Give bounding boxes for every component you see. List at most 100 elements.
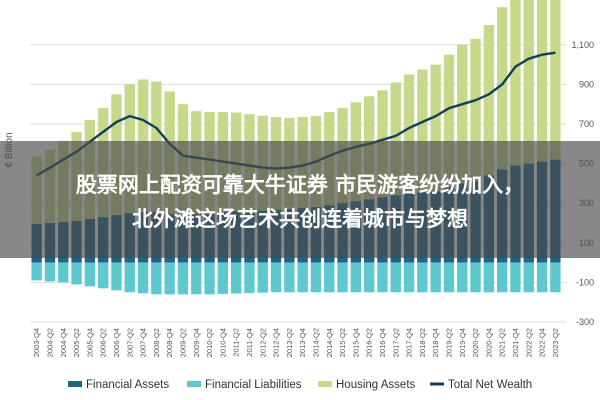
financial-liabilities-bar: [390, 262, 401, 293]
x-tick-label: 2021-Q2: [498, 328, 507, 357]
x-tick-label: 2006-Q2: [99, 328, 108, 357]
y-tick-label: 1,100: [571, 40, 594, 50]
financial-liabilities-bar: [430, 262, 441, 293]
financial-liabilities-bar: [483, 262, 495, 293]
financial-liabilities-bar: [403, 262, 415, 293]
financial-liabilities-bar: [417, 262, 428, 293]
financial-liabilities-bar: [470, 262, 481, 293]
legend-swatch-total-net-wealth: [430, 382, 444, 386]
financial-liabilities-bar: [377, 262, 388, 293]
financial-liabilities-bar: [350, 262, 362, 293]
housing-assets-bar: [430, 64, 441, 192]
financial-liabilities-bar: [204, 262, 215, 295]
x-tick-label: 2007-Q2: [125, 328, 134, 357]
y-tick-label: -300: [576, 317, 594, 327]
x-tick-label: 2022-Q2: [524, 328, 533, 357]
x-tick-label: 2004-Q4: [59, 328, 68, 357]
financial-liabilities-bar: [523, 262, 534, 293]
x-tick-label: 2023-Q2: [551, 328, 560, 357]
legend-swatch-housing-assets: [318, 381, 332, 387]
x-tick-label: 2013-Q4: [298, 328, 307, 357]
x-tick-label: 2014-Q4: [325, 328, 334, 357]
financial-liabilities-bar: [270, 262, 282, 293]
housing-assets-bar: [510, 0, 521, 166]
legend-label-financial-assets: Financial Assets: [86, 379, 169, 391]
x-tick-label: 2020-Q2: [471, 328, 480, 357]
x-tick-label: 2021-Q4: [511, 328, 520, 357]
financial-liabilities-bar: [363, 262, 375, 293]
financial-liabilities-bar: [31, 262, 42, 281]
financial-liabilities-bar: [230, 262, 242, 294]
housing-assets-bar: [470, 38, 481, 182]
x-axis-ticks: 2003-Q4 2004-Q2 2004-Q4 2005-Q2 2005-Q4 2006-…: [32, 328, 560, 357]
x-tick-label: 2006-Q4: [112, 328, 121, 357]
financial-liabilities-bar: [324, 262, 335, 293]
x-tick-label: 2017-Q2: [391, 328, 400, 357]
financial-liabilities-bar: [284, 262, 295, 293]
headline-banner: [0, 141, 600, 258]
financial-liabilities-bar: [151, 262, 162, 295]
x-tick-label: 2009-Q4: [192, 328, 201, 357]
y-tick-label: -100: [576, 277, 594, 287]
financial-liabilities-bar: [550, 262, 561, 293]
x-tick-label: 2016-Q4: [378, 328, 387, 357]
x-tick-label: 2018-Q2: [418, 328, 427, 357]
financial-liabilities-bar: [244, 262, 255, 294]
x-tick-label: 2008-Q2: [152, 328, 161, 357]
financial-liabilities-bar: [137, 262, 149, 294]
y-tick-label: 900: [579, 79, 594, 89]
housing-assets-bar: [496, 7, 508, 170]
financial-liabilities-bar: [310, 262, 322, 293]
legend-swatch-financial-liabilities: [187, 381, 201, 387]
housing-assets-bar: [523, 0, 534, 164]
x-tick-label: 2010-Q2: [205, 328, 214, 357]
x-tick-label: 2009-Q2: [179, 328, 188, 357]
housing-assets-bar: [443, 54, 455, 188]
financial-liabilities-bar: [177, 262, 189, 295]
legend-swatch-financial-assets: [68, 381, 82, 387]
housing-assets-bar: [536, 0, 548, 162]
legend-label-housing-assets: Housing Assets: [336, 379, 416, 391]
financial-liabilities-bar: [443, 262, 455, 293]
x-tick-label: 2010-Q4: [218, 328, 227, 357]
x-tick-label: 2005-Q2: [72, 328, 81, 357]
x-tick-label: 2004-Q2: [46, 328, 55, 357]
y-tick-label: 700: [579, 119, 594, 129]
x-tick-label: 2011-Q2: [232, 328, 241, 357]
financial-liabilities-bar: [164, 262, 175, 295]
x-tick-label: 2019-Q4: [458, 328, 467, 357]
financial-liabilities-bar: [71, 262, 82, 285]
housing-assets-bar: [457, 44, 468, 184]
housing-assets-bar: [403, 74, 415, 194]
financial-liabilities-bar: [297, 262, 308, 293]
x-tick-label: 2018-Q4: [431, 328, 440, 357]
headline-line-1: 股票网上配资可靠大牛证券 市民游客纷纷加入，: [75, 173, 525, 197]
x-tick-label: 2022-Q4: [538, 328, 547, 357]
financial-liabilities-bar: [536, 262, 548, 293]
x-tick-label: 2014-Q2: [311, 328, 320, 357]
financial-liabilities-bar: [44, 262, 56, 282]
financial-liabilities-bar: [111, 262, 122, 291]
x-tick-label: 2003-Q4: [32, 328, 41, 357]
financial-liabilities-bar: [257, 262, 268, 293]
x-tick-label: 2020-Q4: [484, 328, 493, 357]
x-tick-label: 2016-Q2: [365, 328, 374, 357]
x-tick-label: 2008-Q4: [165, 328, 174, 357]
x-tick-label: 2011-Q4: [245, 328, 254, 357]
financial-liabilities-bar: [97, 262, 109, 289]
housing-assets-bar: [417, 69, 428, 193]
financial-liabilities-bar: [217, 262, 229, 294]
financial-liabilities-bar: [191, 262, 202, 295]
x-tick-label: 2019-Q2: [445, 328, 454, 357]
housing-assets-bar: [550, 0, 561, 160]
x-tick-label: 2012-Q2: [258, 328, 267, 357]
financial-liabilities-bar: [124, 262, 135, 293]
legend: Financial Assets Financial Liabilities Hou…: [68, 379, 532, 391]
financial-liabilities-bar: [337, 262, 348, 293]
financial-liabilities-bar: [496, 262, 508, 293]
housing-assets-bar: [483, 25, 495, 176]
legend-label-total-net-wealth: Total Net Wealth: [448, 379, 532, 391]
legend-label-financial-liabilities: Financial Liabilities: [205, 379, 302, 391]
housing-assets-bar: [390, 82, 401, 196]
